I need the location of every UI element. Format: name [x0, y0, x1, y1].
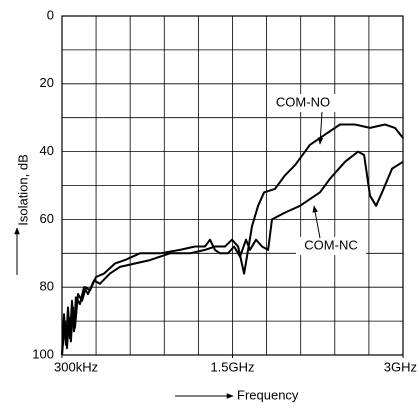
label-bg	[268, 94, 338, 112]
y-tick-label: 0	[47, 7, 54, 22]
annotation-arrow	[312, 205, 321, 239]
label-bg	[296, 237, 366, 255]
lines	[61, 123, 404, 356]
y-tick-label: 100	[32, 346, 54, 361]
series-annotation: COM-NC	[304, 237, 357, 252]
x-tick-label: 3GHz	[384, 359, 417, 374]
y-tick-label: 40	[40, 143, 54, 158]
grid	[61, 15, 404, 356]
series-line	[61, 150, 404, 356]
x-tick-label: 1.5GHz	[210, 359, 254, 374]
y-tick-label: 60	[40, 211, 54, 226]
series-line	[61, 123, 404, 356]
annotation-arrow	[317, 111, 324, 145]
x-tick-label: 300kHz	[54, 359, 98, 374]
y-tick-label: 20	[40, 75, 54, 90]
x-axis-label: Frequency	[237, 387, 299, 402]
series-annotation: COM-NO	[276, 94, 330, 109]
y-tick-label: 80	[40, 279, 54, 294]
y-axis-label: Isolation, dB	[15, 154, 30, 226]
